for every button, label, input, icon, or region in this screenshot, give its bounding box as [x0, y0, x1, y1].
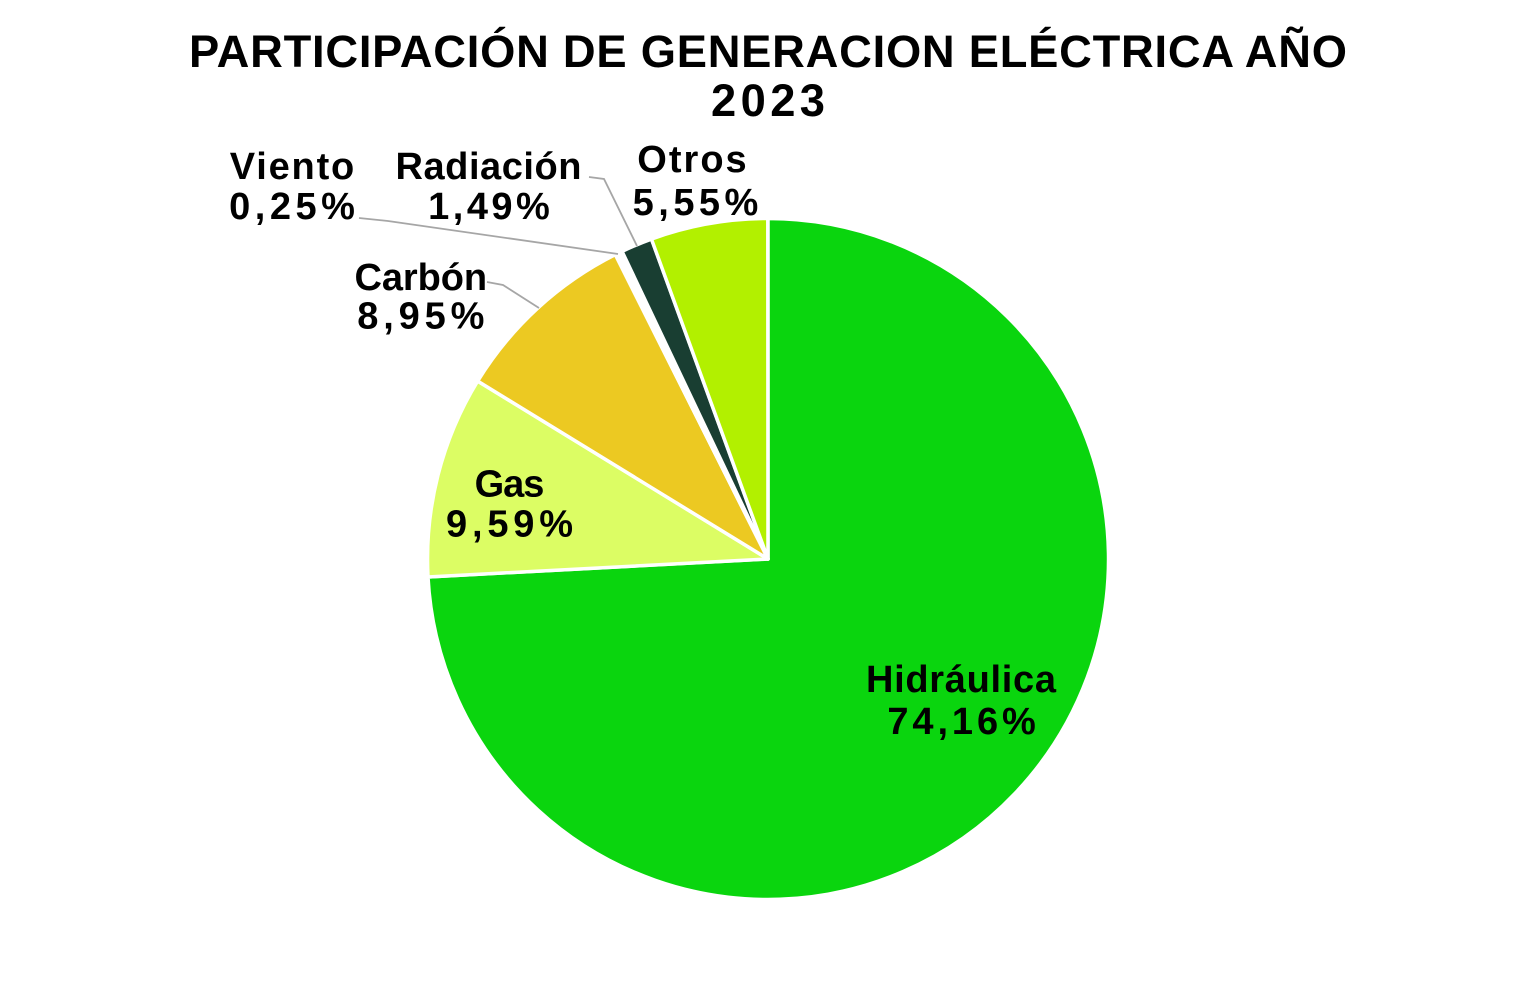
svg-text:Viento: Viento — [230, 146, 355, 188]
svg-text:PARTICIPACIÓN DE GENERACION EL: PARTICIPACIÓN DE GENERACION ELÉCTRICA AÑ… — [189, 25, 1347, 77]
svg-text:Otros: Otros — [637, 139, 746, 181]
svg-text:Gas: Gas — [475, 464, 545, 506]
svg-text:Carbón: Carbón — [354, 257, 487, 299]
svg-text:74,16%: 74,16% — [887, 701, 1035, 743]
svg-text:Radiación: Radiación — [396, 146, 582, 188]
svg-text:Hidráulica: Hidráulica — [866, 659, 1057, 701]
